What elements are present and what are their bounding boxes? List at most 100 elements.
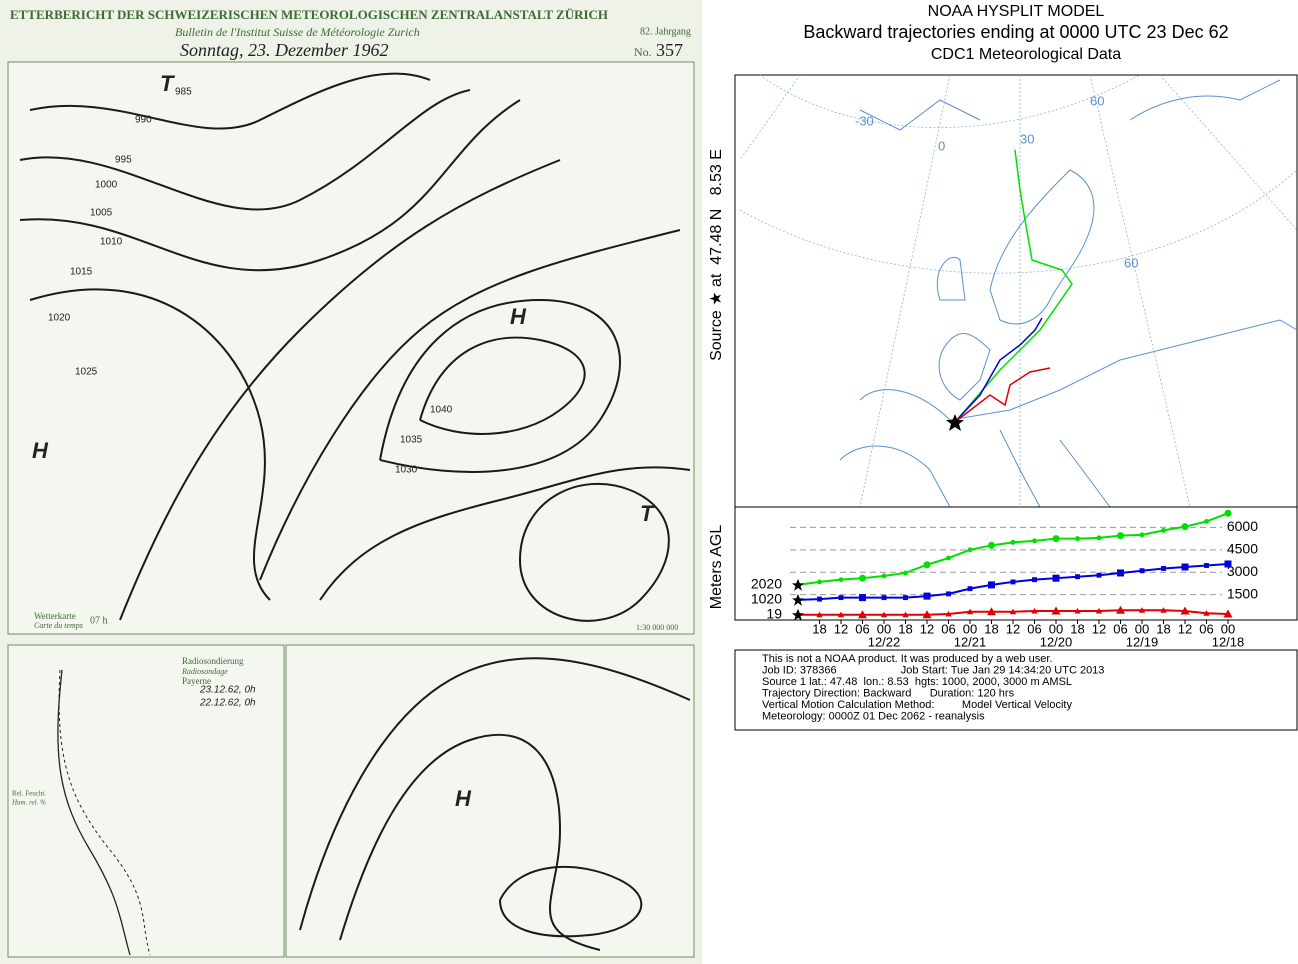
data-point	[1181, 523, 1189, 531]
x-tick-label: 06	[1027, 621, 1041, 636]
data-point	[1160, 607, 1167, 613]
data-point	[923, 561, 931, 569]
sounding-curve	[57, 669, 131, 956]
x-tick-label: 18	[1070, 621, 1084, 636]
humidity-label: Rel. Feucht.	[12, 790, 46, 798]
isobar	[19, 89, 471, 211]
data-point	[1074, 607, 1081, 614]
data-point	[987, 607, 996, 616]
data-point	[816, 611, 823, 618]
pressure-center: T	[160, 71, 175, 96]
bulletin-number: 357	[656, 40, 683, 60]
data-point	[1010, 539, 1016, 545]
trajectory	[954, 149, 1073, 423]
sounding-title: Radiosondierung	[182, 656, 244, 666]
coastline	[1129, 79, 1281, 121]
graticule	[1089, 74, 1191, 508]
date-label: 12/18	[1212, 634, 1245, 649]
isobar	[419, 336, 586, 435]
footer-line: Meteorology: 0000Z 01 Dec 2062 - reanaly…	[762, 710, 985, 722]
x-tick-label: 18	[812, 621, 826, 636]
upper-air-frame	[285, 644, 695, 958]
start-star	[792, 608, 804, 621]
data-point	[988, 581, 995, 589]
data-point	[1161, 527, 1166, 533]
data-point	[1224, 509, 1232, 517]
x-tick-label: 00	[877, 621, 891, 636]
y-tick-label: 1500	[1227, 585, 1258, 601]
footer-line: This is not a NOAA product. It was produ…	[762, 653, 1052, 665]
x-tick-label: 00	[1135, 621, 1149, 636]
x-tick-label: 06	[941, 621, 955, 636]
data-point	[1203, 610, 1210, 616]
x-tick-label: 18	[1156, 621, 1170, 636]
data-point	[817, 596, 822, 602]
data-point	[1096, 535, 1102, 541]
data-point	[1116, 605, 1125, 614]
data-point	[902, 611, 909, 618]
data-point	[881, 573, 887, 579]
data-point	[1139, 568, 1145, 574]
map-time: 07 h	[90, 615, 108, 626]
coastline	[936, 257, 966, 301]
coastline	[938, 332, 991, 401]
start-star	[792, 593, 804, 606]
x-tick-label: 00	[963, 621, 977, 636]
y-tick-label: 4500	[1227, 541, 1258, 557]
start-label: 1020	[751, 591, 782, 607]
data-point	[966, 608, 974, 615]
date-label: 12/19	[1126, 634, 1159, 649]
data-point	[1010, 579, 1016, 585]
x-tick-label: 06	[855, 621, 869, 636]
x-tick-label: 12	[920, 621, 934, 636]
isobar-label: 1020	[48, 313, 71, 324]
isobar	[29, 72, 431, 130]
sounding-station: Payerne	[182, 676, 211, 686]
graticule-label: 30	[1020, 131, 1034, 146]
coastline	[999, 429, 1111, 508]
trajectory	[954, 367, 1051, 423]
x-tick-label: 18	[898, 621, 912, 636]
graticule-label: 0	[938, 138, 945, 153]
data-point	[988, 541, 995, 549]
x-tick-label: 06	[1113, 621, 1127, 636]
data-point	[946, 555, 951, 561]
isobar-label: 990	[135, 115, 152, 126]
data-point	[859, 594, 866, 602]
data-point	[881, 595, 887, 601]
data-point	[1117, 569, 1124, 577]
data-point	[1052, 535, 1060, 543]
data-point	[1204, 518, 1209, 524]
y-tick-label: 3000	[1227, 563, 1258, 579]
data-point	[837, 611, 845, 618]
data-point	[1075, 574, 1080, 580]
footer-line: Vertical Motion Calculation Method: Mode…	[762, 699, 1072, 711]
data-point	[903, 570, 908, 576]
x-tick-label: 12	[834, 621, 848, 636]
map-caption: Wetterkarte	[34, 611, 76, 621]
isobar	[319, 466, 691, 601]
data-point	[946, 591, 951, 597]
isobar-label: 985	[175, 87, 192, 98]
date-label: 12/22	[868, 634, 901, 649]
x-tick-label: 12	[1178, 621, 1192, 636]
data-point	[1009, 608, 1017, 615]
map-caption-fr: Carte du temps	[34, 621, 83, 630]
date-label: 12/20	[1040, 634, 1073, 649]
data-point	[1223, 609, 1233, 618]
graticule	[739, 169, 1298, 274]
x-tick-label: 00	[1221, 621, 1235, 636]
date-label: 12/21	[954, 634, 987, 649]
data-point	[903, 595, 908, 601]
graticule	[739, 74, 801, 161]
footer-line: Job ID: 378366 Job Start: Tue Jan 29 14:…	[762, 664, 1104, 676]
bulletin-volume: 82. Jahrgang	[640, 26, 691, 37]
data-point	[1051, 606, 1061, 615]
pressure-center: H	[32, 438, 49, 463]
x-tick-label: 12	[1092, 621, 1106, 636]
data-point	[923, 592, 931, 600]
main-map-frame	[7, 61, 695, 635]
graticule	[759, 74, 1141, 128]
data-point	[1095, 607, 1103, 614]
